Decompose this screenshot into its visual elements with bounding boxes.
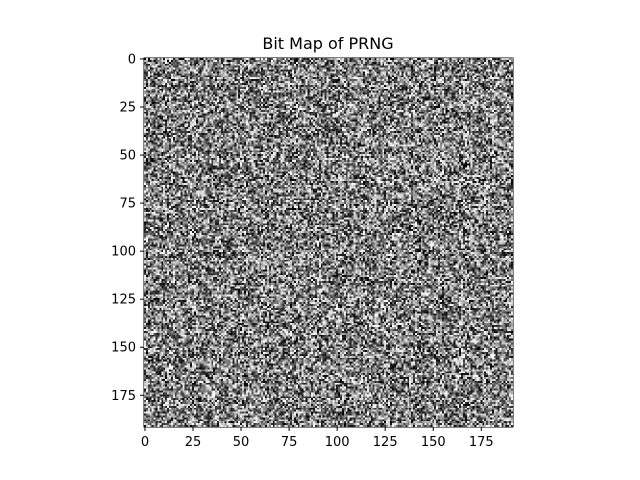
x-tick-label: 150 [421, 435, 446, 450]
prng-bitmap-image [144, 58, 513, 427]
y-tick-label: 50 [119, 149, 136, 164]
y-tick-label: 175 [111, 389, 136, 404]
x-tick-label: 25 [185, 435, 202, 450]
x-axis-ticks: 0 25 50 75 100 125 150 175 [141, 427, 494, 450]
x-tick-label: 100 [325, 435, 350, 450]
y-tick-label: 0 [128, 52, 136, 67]
y-tick-label: 25 [119, 101, 136, 116]
y-tick-label: 125 [111, 293, 136, 308]
x-tick-label: 50 [233, 435, 250, 450]
x-tick-label: 175 [469, 435, 494, 450]
y-axis-ticks: 0 25 50 75 100 125 150 175 [111, 52, 144, 404]
y-tick-label: 75 [119, 197, 136, 212]
x-tick-label: 125 [373, 435, 398, 450]
x-tick-label: 0 [141, 435, 149, 450]
chart-title: Bit Map of PRNG [262, 34, 393, 53]
x-tick-label: 75 [281, 435, 298, 450]
y-tick-label: 150 [111, 341, 136, 356]
y-tick-label: 100 [111, 245, 136, 260]
